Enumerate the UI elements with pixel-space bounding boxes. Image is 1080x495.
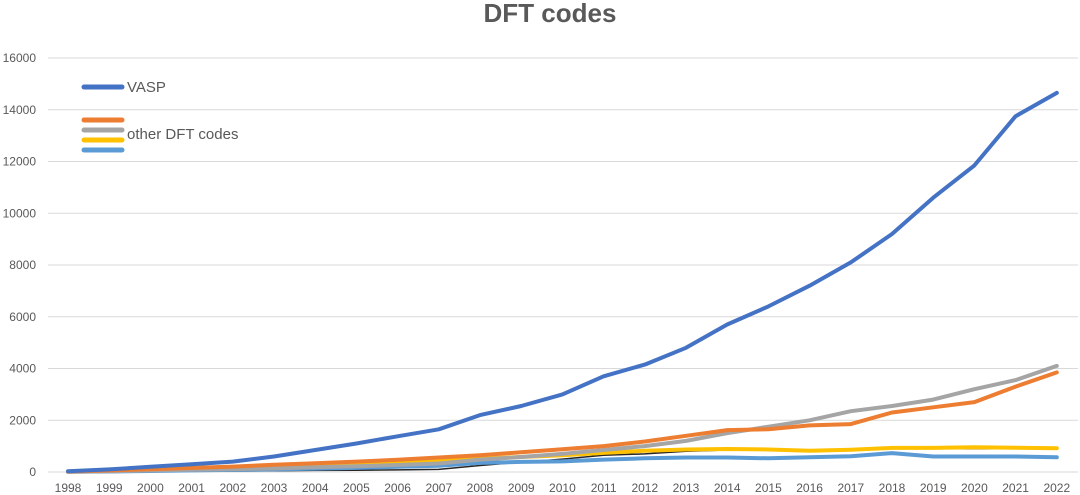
x-tick-label: 2004 [302, 481, 329, 495]
x-axis: 1998 1999 2000 2001 2002 2003 2004 2005 2006 2007… [55, 481, 1071, 495]
x-tick-label: 2018 [879, 481, 906, 495]
x-tick-label: 1999 [96, 481, 123, 495]
x-tick-label: 2012 [631, 481, 658, 495]
x-tick-label: 1998 [55, 481, 82, 495]
y-axis: 0 2000 4000 6000 8000 10000 12000 14000 16000 [3, 51, 37, 479]
y-tick-label: 16000 [3, 51, 37, 65]
x-tick-label: 2016 [796, 481, 823, 495]
legend: VASP other DFT codes [81, 79, 238, 153]
y-tick-label: 12000 [3, 155, 37, 169]
y-tick-label: 6000 [9, 310, 36, 324]
x-tick-label: 2007 [425, 481, 452, 495]
series-line-1 [66, 370, 1059, 474]
y-tick-label: 0 [29, 465, 36, 479]
x-tick-label: 2011 [591, 481, 617, 495]
series-line-0 [66, 90, 1059, 474]
chart-title: DFT codes [484, 0, 617, 28]
x-tick-label: 2014 [714, 481, 741, 495]
gridlines [48, 57, 1078, 473]
y-tick-label: 10000 [3, 206, 37, 220]
x-tick-label: 2021 [1002, 481, 1029, 495]
x-tick-label: 2015 [755, 481, 782, 495]
y-tick-label: 2000 [9, 413, 36, 427]
x-tick-label: 2005 [343, 481, 370, 495]
x-tick-label: 2008 [467, 481, 494, 495]
legend-label: VASP [127, 79, 166, 96]
y-tick-label: 8000 [9, 258, 36, 272]
series-lines [66, 90, 1059, 474]
x-tick-label: 2020 [961, 481, 988, 495]
x-tick-label: 2001 [178, 481, 205, 495]
x-tick-label: 2019 [920, 481, 947, 495]
y-tick-label: 14000 [3, 103, 37, 117]
x-tick-label: 2002 [219, 481, 246, 495]
x-tick-label: 2003 [261, 481, 288, 495]
x-tick-label: 2010 [549, 481, 576, 495]
x-tick-label: 2006 [384, 481, 411, 495]
x-tick-label: 2000 [137, 481, 164, 495]
y-tick-label: 4000 [9, 362, 36, 376]
x-tick-label: 2013 [673, 481, 700, 495]
legend-label: other DFT codes [127, 126, 238, 143]
x-tick-label: 2017 [837, 481, 864, 495]
x-tick-label: 2009 [508, 481, 535, 495]
series-line-2 [66, 363, 1059, 474]
x-tick-label: 2022 [1043, 481, 1070, 495]
